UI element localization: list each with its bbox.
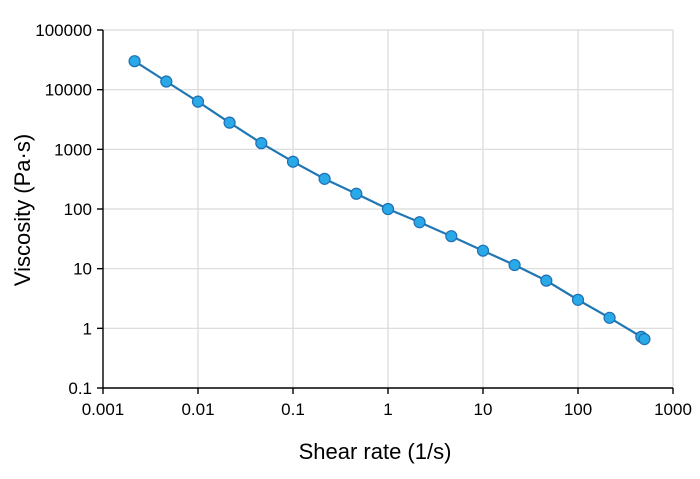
x-tick-label-3: 1 (383, 400, 392, 419)
x-tick-label-0: 0.001 (82, 400, 125, 419)
data-point (128, 55, 141, 68)
data-point (191, 95, 205, 108)
x-tick-label-4: 10 (474, 400, 493, 419)
x-tick-label-1: 0.01 (181, 400, 214, 419)
y-tick-label-2: 10 (73, 260, 92, 279)
data-point (286, 155, 300, 168)
data-series (128, 55, 651, 346)
y-tick-label-0: 0.1 (68, 379, 92, 398)
tick-labels: 0.001 0.01 0.1 1 10 100 1000 0.1 1 10 100 1000 10000… (35, 21, 692, 419)
data-point (381, 202, 395, 216)
data-point (255, 137, 268, 150)
x-axis-title: Shear rate (1/s) (299, 439, 452, 464)
data-point (638, 333, 651, 346)
data-point (476, 244, 490, 257)
data-point (318, 172, 331, 185)
x-tick-label-5: 100 (564, 400, 592, 419)
y-tick-label-1: 1 (83, 319, 92, 338)
x-tick-label-6: 1000 (654, 400, 692, 419)
data-point (350, 187, 363, 200)
data-point (413, 216, 426, 229)
x-tick-label-2: 0.1 (281, 400, 305, 419)
series-line (133, 60, 646, 340)
data-point (540, 274, 553, 287)
y-tick-label-4: 1000 (54, 140, 92, 159)
data-point (571, 293, 585, 306)
data-point (223, 116, 236, 129)
y-tick-label-5: 10000 (45, 81, 92, 100)
data-point (160, 75, 173, 88)
data-point (508, 258, 521, 272)
y-tick-label-6: 100000 (35, 21, 92, 40)
axes (97, 29, 674, 394)
y-axis-title: Viscosity (Pa·s) (10, 134, 35, 286)
data-point (445, 230, 458, 243)
y-tick-label-3: 100 (64, 200, 92, 219)
data-point (603, 311, 616, 324)
